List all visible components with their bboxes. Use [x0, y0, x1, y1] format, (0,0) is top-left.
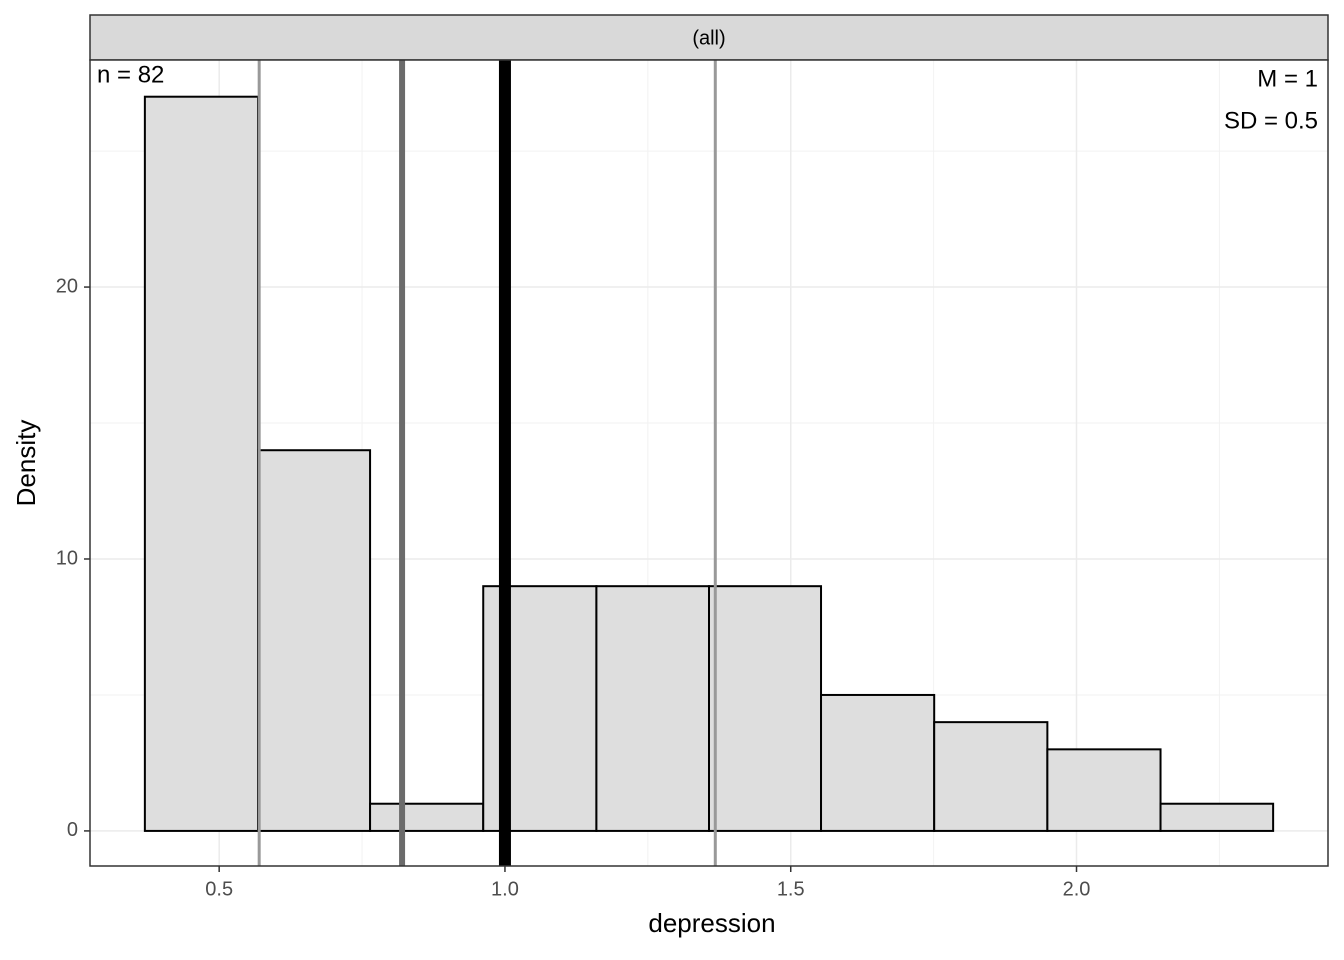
- y-tick-label: 0: [67, 819, 78, 841]
- bar: [933, 721, 1049, 832]
- y-axis-title: Density: [11, 420, 41, 507]
- bar: [369, 802, 485, 832]
- bar: [257, 449, 372, 832]
- sd-label: SD = 0.5: [1224, 107, 1318, 134]
- bar: [1046, 748, 1162, 832]
- x-tick-label: 0.5: [205, 878, 233, 900]
- x-tick-label: 1.5: [777, 878, 805, 900]
- bar: [143, 95, 260, 832]
- x-tick-label: 1.0: [491, 878, 519, 900]
- bar: [595, 585, 710, 832]
- mean-label: M = 1: [1257, 65, 1318, 92]
- n-label: n = 82: [97, 61, 164, 88]
- y-tick-label: 10: [56, 547, 78, 569]
- x-axis-title: depression: [648, 908, 775, 938]
- x-tick-label: 2.0: [1063, 878, 1091, 900]
- bar: [708, 585, 823, 832]
- strip-background: [89, 14, 1329, 61]
- y-tick-label: 20: [56, 275, 78, 297]
- strip-label: (all): [692, 27, 725, 49]
- bar: [1159, 802, 1275, 832]
- panel-border: [89, 59, 1329, 867]
- bar: [820, 693, 936, 832]
